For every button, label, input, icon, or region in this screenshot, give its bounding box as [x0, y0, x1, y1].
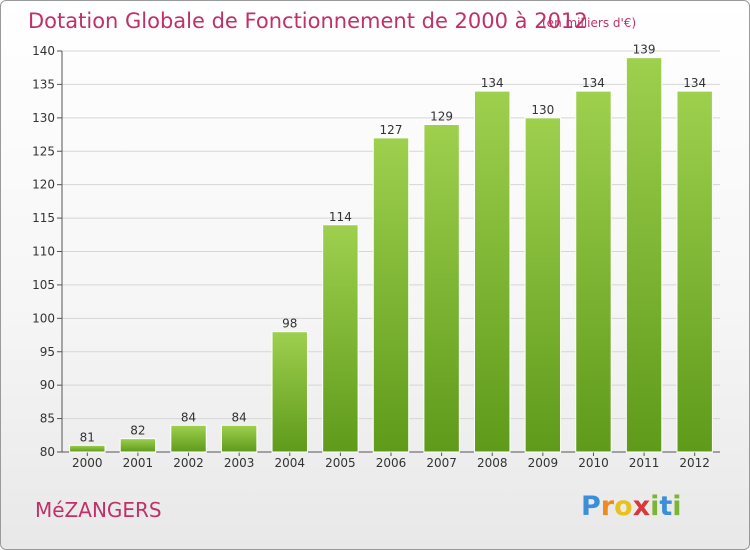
- bar: [220, 424, 258, 453]
- x-tick-label: 2000: [72, 456, 103, 470]
- data-label: 139: [633, 43, 656, 57]
- y-tick-label: 110: [32, 245, 55, 259]
- y-tick-label: 105: [32, 278, 55, 292]
- commune-name: MéZANGERS: [35, 498, 162, 522]
- data-label: 127: [380, 123, 403, 137]
- bar: [524, 117, 562, 453]
- proxiti-logo[interactable]: Proxiti: [581, 491, 682, 522]
- y-tick-label: 130: [32, 111, 55, 125]
- bar: [575, 90, 612, 453]
- x-tick-label: 2001: [123, 456, 154, 470]
- y-tick-label: 125: [32, 144, 55, 158]
- chart-unit-label: (en milliers d'€): [542, 16, 637, 30]
- logo-letter: i: [650, 491, 660, 522]
- x-tick-label: 2012: [679, 456, 710, 470]
- data-label: 134: [683, 76, 706, 90]
- x-tick-label: 2007: [426, 456, 457, 470]
- data-label: 130: [531, 103, 554, 117]
- x-tick-label: 2002: [173, 456, 204, 470]
- logo-letter: r: [600, 491, 615, 522]
- x-tick-label: 2005: [325, 456, 356, 470]
- x-tick-label: 2006: [376, 456, 407, 470]
- bar: [271, 331, 308, 453]
- logo-letter: P: [581, 491, 601, 522]
- bar: [676, 90, 713, 453]
- bar: [69, 444, 106, 453]
- data-label: 82: [130, 424, 145, 438]
- logo-letter: x: [632, 491, 651, 522]
- y-tick-label: 135: [32, 77, 55, 91]
- chart-title: Dotation Globale de Fonctionnement de 20…: [28, 9, 588, 33]
- x-tick-label: 2008: [477, 456, 508, 470]
- logo-letter: i: [672, 491, 682, 522]
- data-label: 84: [181, 410, 196, 424]
- y-tick-label: 140: [32, 44, 55, 58]
- bar: [119, 438, 157, 453]
- data-label: 134: [481, 76, 504, 90]
- y-tick-label: 80: [40, 445, 55, 459]
- bar: [423, 124, 460, 453]
- data-labels: 81 82 84 84 98 114 127 129 134 130 134 139 134: [80, 43, 706, 445]
- bar: [474, 90, 511, 453]
- y-tick-label: 100: [32, 311, 55, 325]
- data-label: 98: [282, 317, 297, 331]
- data-label: 134: [582, 76, 605, 90]
- y-tick-label: 115: [32, 211, 55, 225]
- x-tick-label: 2004: [274, 456, 305, 470]
- data-label: 114: [329, 210, 352, 224]
- bar: [170, 424, 207, 453]
- x-tick-label: 2010: [578, 456, 609, 470]
- x-tick-label: 2003: [224, 456, 255, 470]
- axes: 80 85 90 95 100 105 110 115 120 125 130 135 140 2000 2…: [32, 44, 720, 470]
- y-tick-label: 90: [40, 378, 55, 392]
- bar: [322, 224, 359, 453]
- data-label: 129: [430, 110, 453, 124]
- data-label: 84: [232, 410, 247, 424]
- y-tick-label: 120: [32, 178, 55, 192]
- x-tick-label: 2009: [528, 456, 559, 470]
- x-tick-label: 2011: [629, 456, 660, 470]
- bars: [69, 57, 713, 453]
- bar: [625, 57, 663, 453]
- y-tick-label: 95: [40, 345, 55, 359]
- data-label: 81: [80, 430, 95, 444]
- logo-letter: t: [659, 491, 673, 522]
- bar: [372, 137, 410, 453]
- y-tick-label: 85: [40, 412, 55, 426]
- logo-letter: o: [614, 491, 633, 522]
